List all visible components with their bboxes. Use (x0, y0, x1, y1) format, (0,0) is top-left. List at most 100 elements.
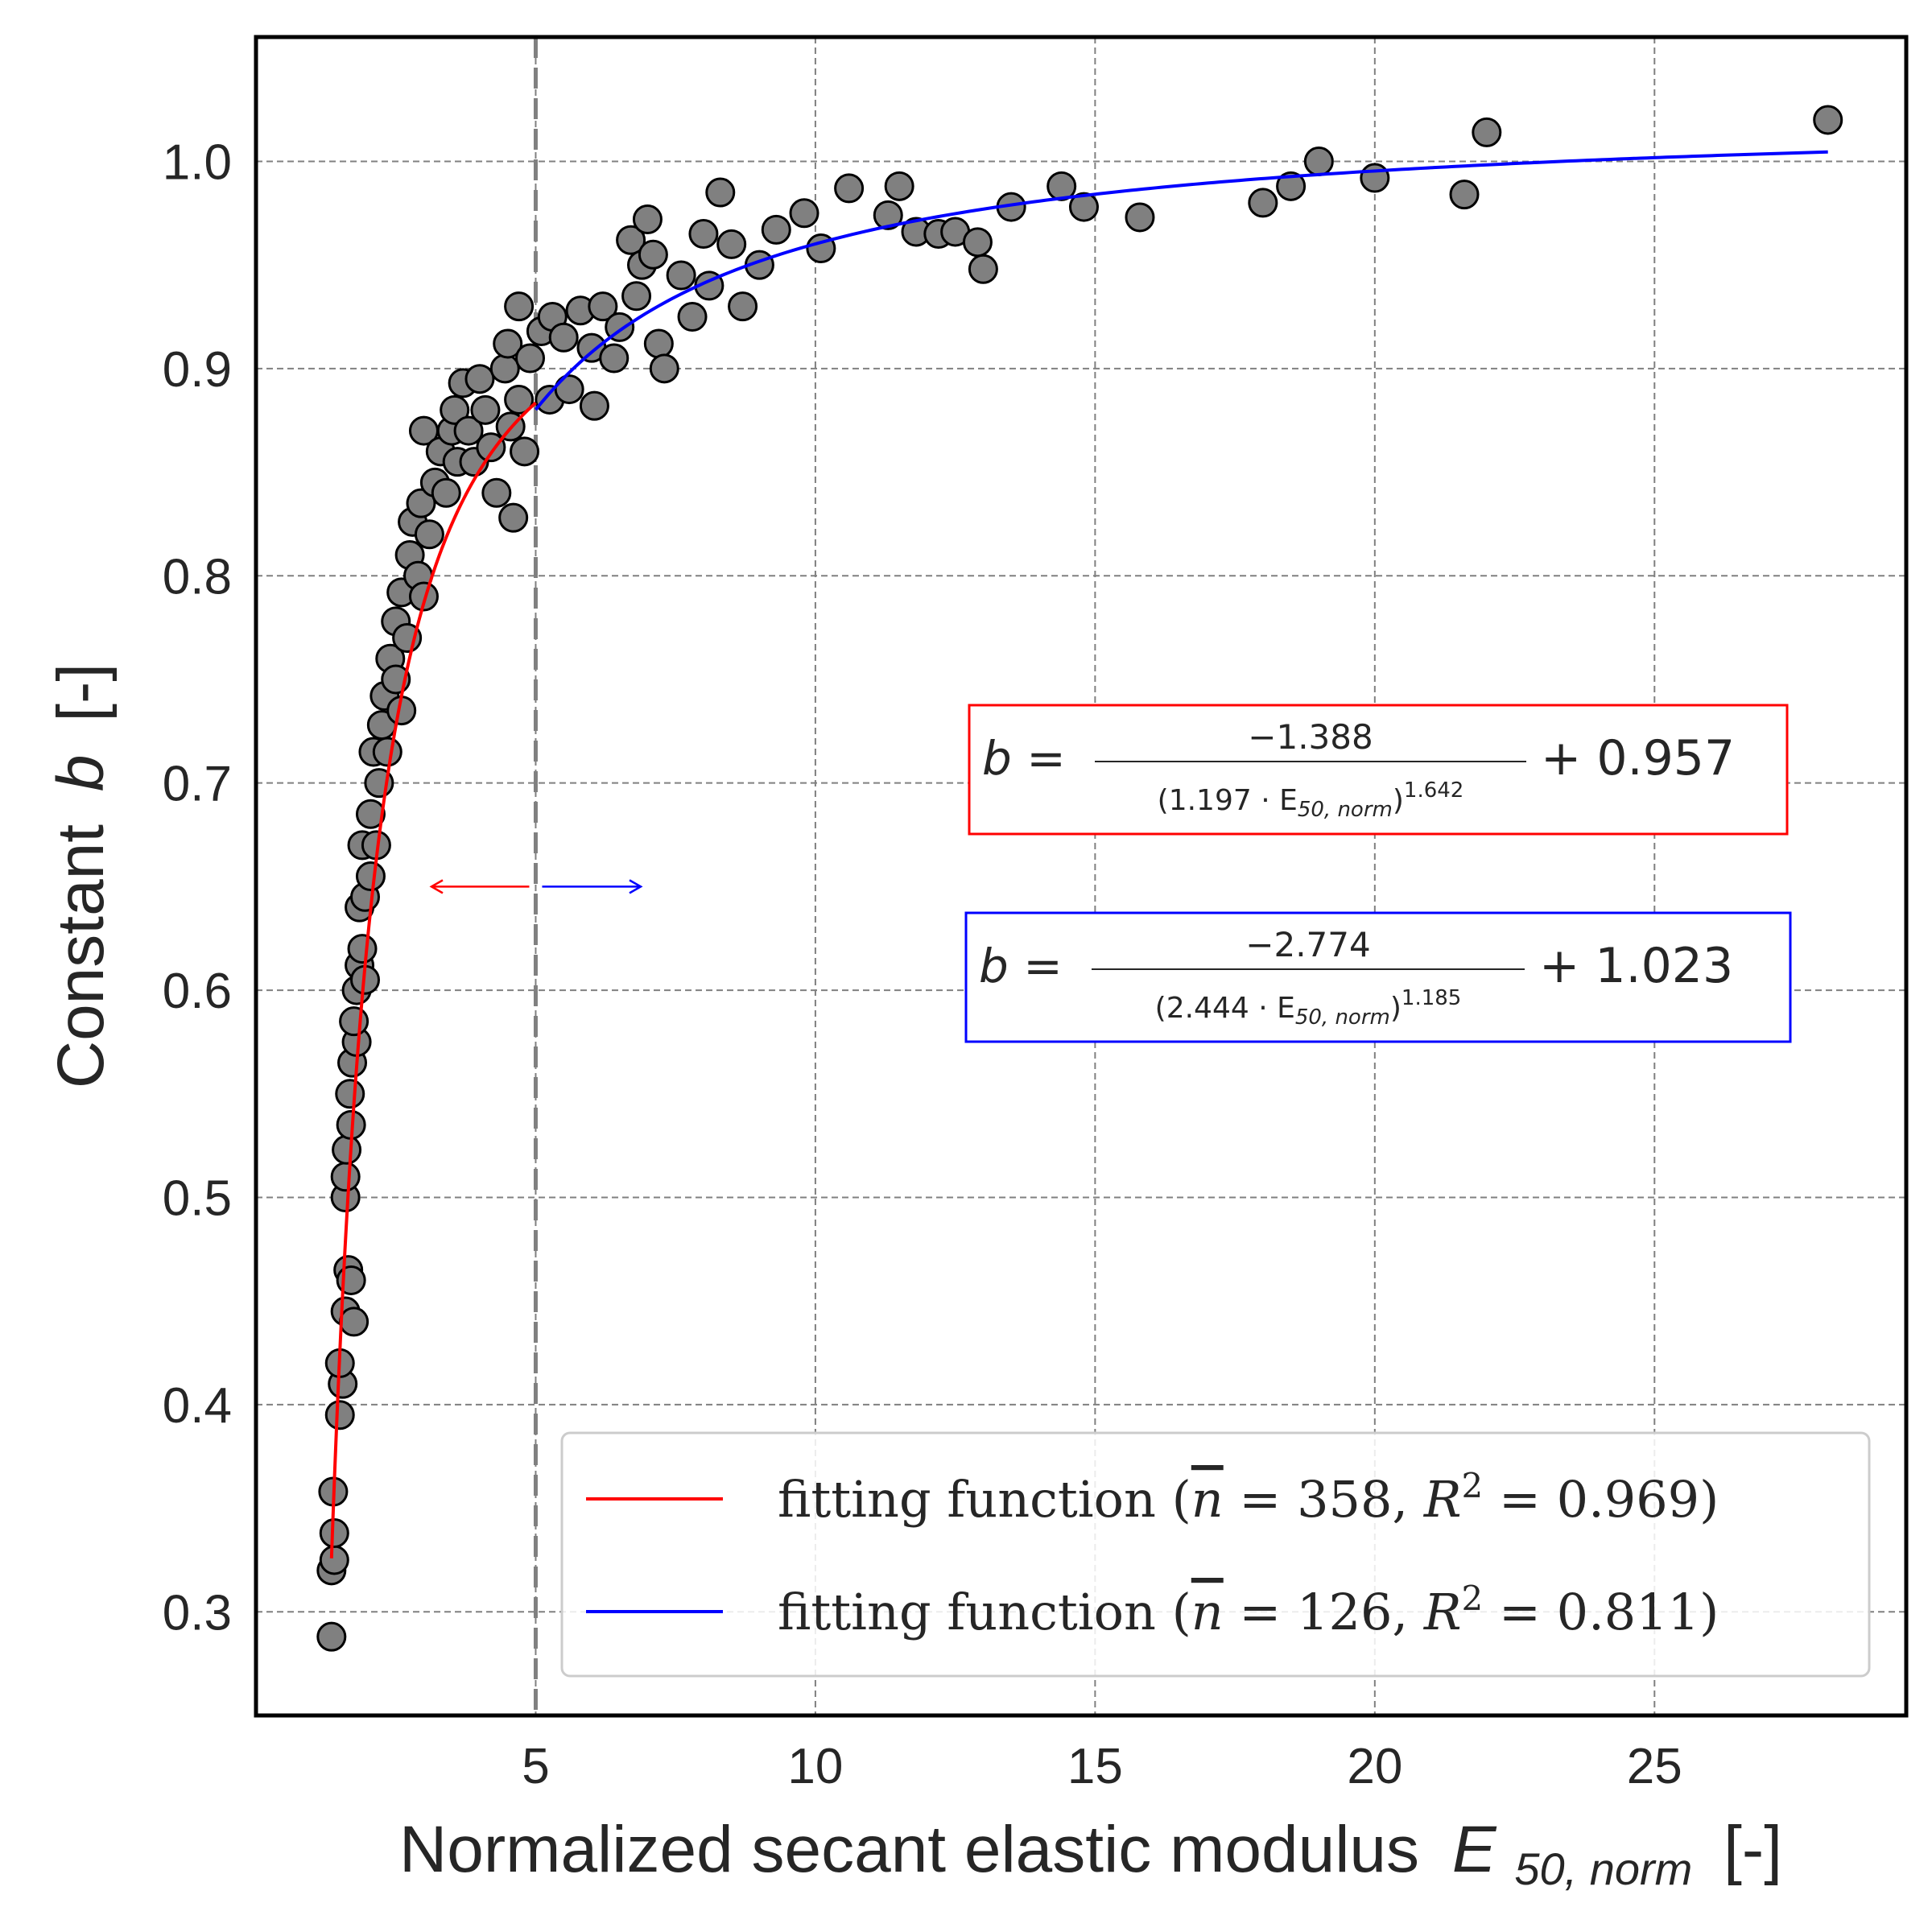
data-point (554, 374, 584, 405)
data-point (789, 198, 819, 229)
data-point (431, 477, 461, 508)
data-point (666, 260, 696, 291)
data-point (414, 519, 444, 550)
data-point (962, 227, 993, 258)
data-point (504, 384, 535, 415)
y-axis-label: Constant b [-] (44, 663, 118, 1088)
arrow-head-left (429, 879, 444, 894)
data-point (705, 177, 736, 208)
data-point (1813, 105, 1843, 135)
data-point (884, 171, 914, 201)
data-point (632, 204, 663, 235)
data-point (761, 214, 791, 245)
equation-blue-denominator: (2.444 · E50, norm)1.185 (1155, 986, 1462, 1030)
fit-curve-blue (534, 150, 1828, 411)
x-axis-label-text: Normalized secant elastic modulus (399, 1813, 1419, 1886)
data-point (510, 436, 540, 467)
y-tick-labels: 0.3 0.4 0.5 0.6 0.7 0.8 0.9 1.0 (163, 134, 232, 1641)
data-point (319, 1545, 349, 1575)
data-point (408, 581, 439, 612)
data-point (1303, 146, 1334, 176)
y-tick-label: 0.4 (163, 1378, 232, 1434)
data-point (498, 502, 529, 533)
data-point (464, 364, 495, 394)
data-point (716, 229, 747, 259)
data-point (332, 1134, 362, 1165)
equation-red-denominator: (1.197 · E50, norm)1.642 (1158, 778, 1464, 822)
equation-blue-lhs: b = (979, 939, 1063, 993)
data-point (588, 291, 618, 322)
x-tick-label: 25 (1627, 1739, 1682, 1794)
data-point (515, 343, 546, 374)
x-tick-labels: 5 10 15 20 25 (522, 1739, 1682, 1794)
legend-label-red: fitting function (n = 358, R2 = 0.969) (778, 1466, 1719, 1529)
data-point (316, 1621, 347, 1652)
equation-red-constant: + 0.957 (1541, 730, 1735, 786)
equation-blue-constant: + 1.023 (1539, 938, 1733, 994)
data-point (834, 173, 865, 204)
data-point (339, 1006, 369, 1037)
x-tick-label: 15 (1067, 1739, 1123, 1794)
y-tick-label: 0.9 (163, 342, 232, 398)
data-point (324, 1400, 355, 1430)
data-point (1068, 192, 1099, 222)
y-axis-label-text: Constant (44, 824, 118, 1088)
data-point (548, 322, 579, 353)
y-tick-label: 0.6 (163, 964, 232, 1019)
y-axis-label-symbol: b (44, 755, 118, 792)
data-point (649, 353, 679, 384)
data-point (440, 394, 470, 425)
data-point (688, 219, 719, 250)
data-point (470, 394, 501, 425)
x-tick-label: 20 (1347, 1739, 1402, 1794)
data-point (643, 328, 674, 359)
y-axis-label-unit: [-] (44, 663, 118, 722)
data-point (1046, 171, 1077, 201)
data-point (1449, 180, 1480, 210)
data-point (335, 1079, 365, 1109)
data-point (677, 302, 708, 332)
legend: fitting function (n = 358, R2 = 0.969) f… (560, 1431, 1871, 1678)
data-point (347, 934, 378, 964)
data-point (481, 477, 512, 508)
range-arrows (429, 879, 643, 894)
y-tick-label: 0.7 (163, 757, 232, 812)
equation-blue-numerator: −2.774 (1245, 925, 1370, 964)
legend-box (560, 1431, 1871, 1678)
data-point (330, 1162, 361, 1192)
y-tick-label: 0.5 (163, 1170, 232, 1226)
equation-blue-box (964, 911, 1792, 1043)
x-axis-label-symbol: E (1452, 1813, 1497, 1886)
x-axis-label-subscript: 50, norm (1514, 1843, 1692, 1894)
fit-curves (329, 150, 1828, 1558)
data-point (616, 225, 646, 255)
data-point (504, 291, 535, 322)
scatter-points (316, 105, 1843, 1652)
data-point (453, 415, 484, 446)
data-point (493, 328, 523, 359)
x-tick-label: 5 (522, 1739, 549, 1794)
equation-blue: b = −2.774 (2.444 · E50, norm)1.185 + 1.… (964, 911, 1792, 1043)
data-point (579, 390, 609, 421)
data-point (638, 239, 668, 270)
equation-red: b = −1.388 (1.197 · E50, norm)1.642 + 0.… (968, 704, 1789, 836)
legend-label-blue: fitting function (n = 126, R2 = 0.811) (778, 1579, 1719, 1641)
data-point (355, 861, 386, 891)
data-point (1276, 171, 1307, 201)
data-point (599, 343, 630, 374)
x-tick-label: 10 (787, 1739, 843, 1794)
y-tick-label: 0.8 (163, 549, 232, 605)
x-axis-label-unit: [-] (1724, 1813, 1782, 1886)
y-tick-label: 1.0 (163, 134, 232, 190)
data-point (476, 432, 506, 463)
plot-frame (254, 35, 1909, 1718)
data-point (489, 353, 520, 384)
equation-red-lhs: b = (982, 731, 1066, 786)
data-point (1472, 117, 1502, 147)
y-tick-label: 0.3 (163, 1585, 232, 1641)
equation-red-numerator: −1.388 (1248, 717, 1373, 757)
data-point (728, 291, 758, 322)
data-point (372, 737, 402, 767)
data-point (621, 281, 652, 312)
data-point (873, 200, 903, 230)
